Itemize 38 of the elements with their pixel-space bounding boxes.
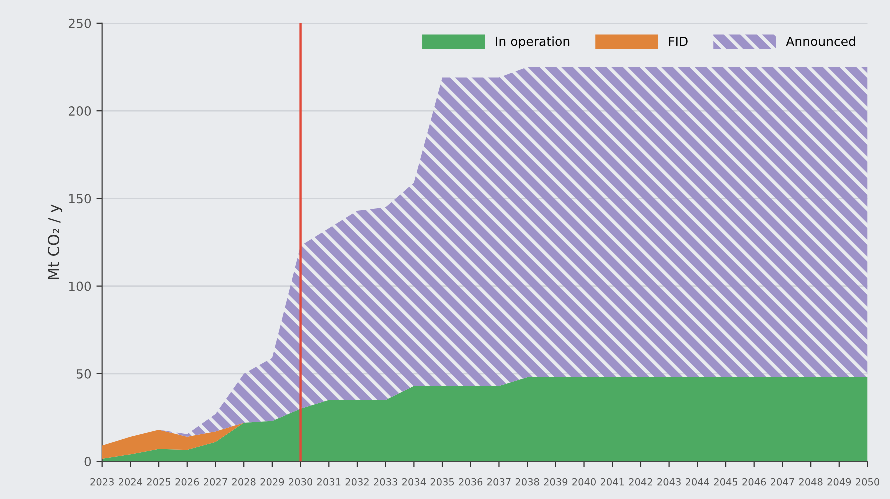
x-tick-label: 2045 — [714, 478, 738, 486]
x-tick-label: 2043 — [658, 478, 681, 486]
x-tick-label: 2033 — [374, 478, 398, 486]
x-tick-label: 2026 — [176, 478, 200, 486]
x-tick-label: 2023 — [90, 478, 114, 486]
y-tick-label: 0 — [84, 457, 92, 466]
x-tick-label: 2032 — [346, 478, 369, 486]
x-tick-label: 2046 — [742, 478, 766, 486]
legend-label: In operation — [496, 36, 570, 49]
x-tick-label: 2039 — [544, 478, 568, 486]
x-tick-label: 2029 — [260, 478, 284, 486]
x-tick-label: 2047 — [771, 478, 794, 486]
x-tick-label: 2050 — [856, 478, 880, 486]
x-tick-label: 2037 — [488, 478, 511, 486]
x-tick-label: 2025 — [147, 478, 171, 486]
x-tick-label: 2031 — [317, 478, 341, 486]
x-tick-label: 2038 — [516, 478, 540, 486]
x-tick-label: 2024 — [119, 478, 143, 486]
x-tick-label: 2035 — [430, 478, 454, 486]
legend-label: Announced — [786, 36, 856, 46]
x-tick-label: 2044 — [686, 478, 710, 486]
legend-label: FID — [669, 36, 688, 46]
y-tick-label: 250 — [68, 18, 92, 28]
x-tick-label: 2042 — [629, 478, 652, 486]
x-tick-label: 2049 — [828, 478, 852, 486]
x-tick-label: 2028 — [232, 478, 256, 486]
x-tick-label: 2034 — [402, 478, 426, 486]
x-tick-label: 2040 — [572, 478, 596, 486]
y-tick-label: 100 — [69, 282, 92, 292]
y-tick-label: 50 — [76, 369, 92, 379]
y-tick-label: 200 — [68, 106, 92, 116]
y-tick-label: 150 — [69, 194, 92, 204]
y-axis-title: Mt CO₂ / y — [48, 204, 63, 280]
x-tick-label: 2041 — [600, 478, 624, 486]
x-tick-label: 2036 — [459, 478, 483, 486]
x-tick-label: 2030 — [289, 478, 313, 486]
x-tick-label: 2048 — [799, 478, 823, 486]
x-tick-label: 2027 — [204, 478, 228, 486]
